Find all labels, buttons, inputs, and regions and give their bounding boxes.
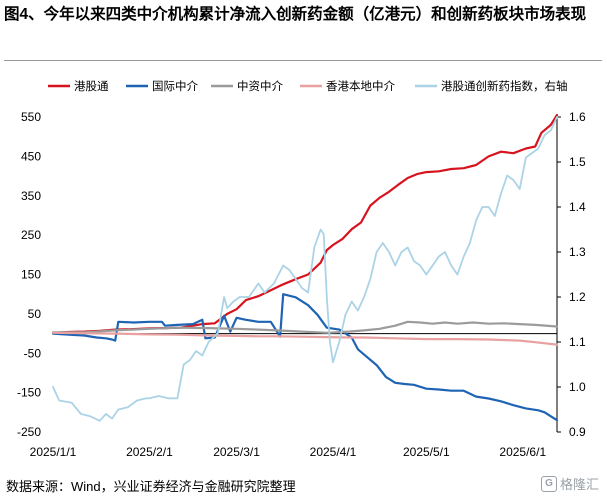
- y-tick-label: 50: [28, 307, 42, 321]
- legend-label: 港股通: [74, 80, 109, 93]
- y-tick-label: -50: [24, 346, 42, 360]
- y2-tick-label: 1.4: [569, 200, 586, 214]
- x-tick-label: 2025/3/1: [213, 445, 260, 459]
- y-tick-label: 450: [21, 149, 41, 163]
- x-tick-label: 2025/1/1: [30, 445, 77, 459]
- y-tick-label: 150: [21, 268, 41, 282]
- legend-label: 国际中介: [152, 80, 198, 93]
- title-divider: [4, 60, 602, 61]
- legend-label: 中资中介: [237, 80, 283, 93]
- legend-label: 香港本地中介: [326, 79, 395, 93]
- x-tick-label: 2025/6/1: [499, 445, 546, 459]
- series-line: [51, 113, 559, 334]
- y-tick-label: 350: [21, 189, 41, 203]
- y2-tick-label: 1.6: [569, 110, 586, 124]
- y2-tick-label: 1.0: [569, 380, 586, 394]
- y-tick-label: -150: [17, 386, 41, 400]
- y2-tick-label: 1.2: [569, 290, 586, 304]
- y2-tick-label: 1.3: [569, 245, 586, 259]
- watermark-text: 格隆汇: [559, 477, 599, 492]
- series-line: [52, 116, 558, 422]
- y2-tick-label: 1.1: [569, 335, 586, 349]
- y2-tick-label: 1.5: [569, 155, 586, 169]
- y-tick-label: -250: [17, 425, 41, 439]
- series-line: [51, 320, 559, 334]
- x-tick-label: 2025/4/1: [310, 445, 357, 459]
- series-line: [51, 293, 559, 422]
- watermark-logo: G 格隆汇: [540, 474, 599, 493]
- chart-legend: 港股通 国际中介 中资中介 香港本地中介 港股通创新药指数，右轴: [48, 79, 568, 93]
- source-note: 数据来源：Wind，兴业证券经济与金融研究院整理: [6, 479, 296, 494]
- y-tick-label: 550: [21, 110, 41, 124]
- chart-title: 图4、今年以来四类中介机构累计净流入创新药金额（亿港元）和创新药板块市场表现: [4, 6, 587, 23]
- watermark-icon: G: [540, 475, 557, 492]
- y-tick-label: 250: [21, 228, 41, 242]
- series-line: [51, 331, 559, 346]
- chart-series: [51, 113, 559, 422]
- chart-axes: -250 -150 -50 50 150 250 350 450 550 0.9 1.0 1.1 1.2…: [17, 110, 586, 459]
- x-tick-label: 2025/2/1: [126, 445, 173, 459]
- x-tick-label: 2025/5/1: [403, 445, 450, 459]
- chart-canvas: 港股通 国际中介 中资中介 香港本地中介 港股通创新药指数，右轴 -250 -150 -50…: [17, 79, 586, 459]
- y2-tick-label: 0.9: [569, 425, 586, 439]
- legend-label: 港股通创新药指数，右轴: [441, 79, 568, 93]
